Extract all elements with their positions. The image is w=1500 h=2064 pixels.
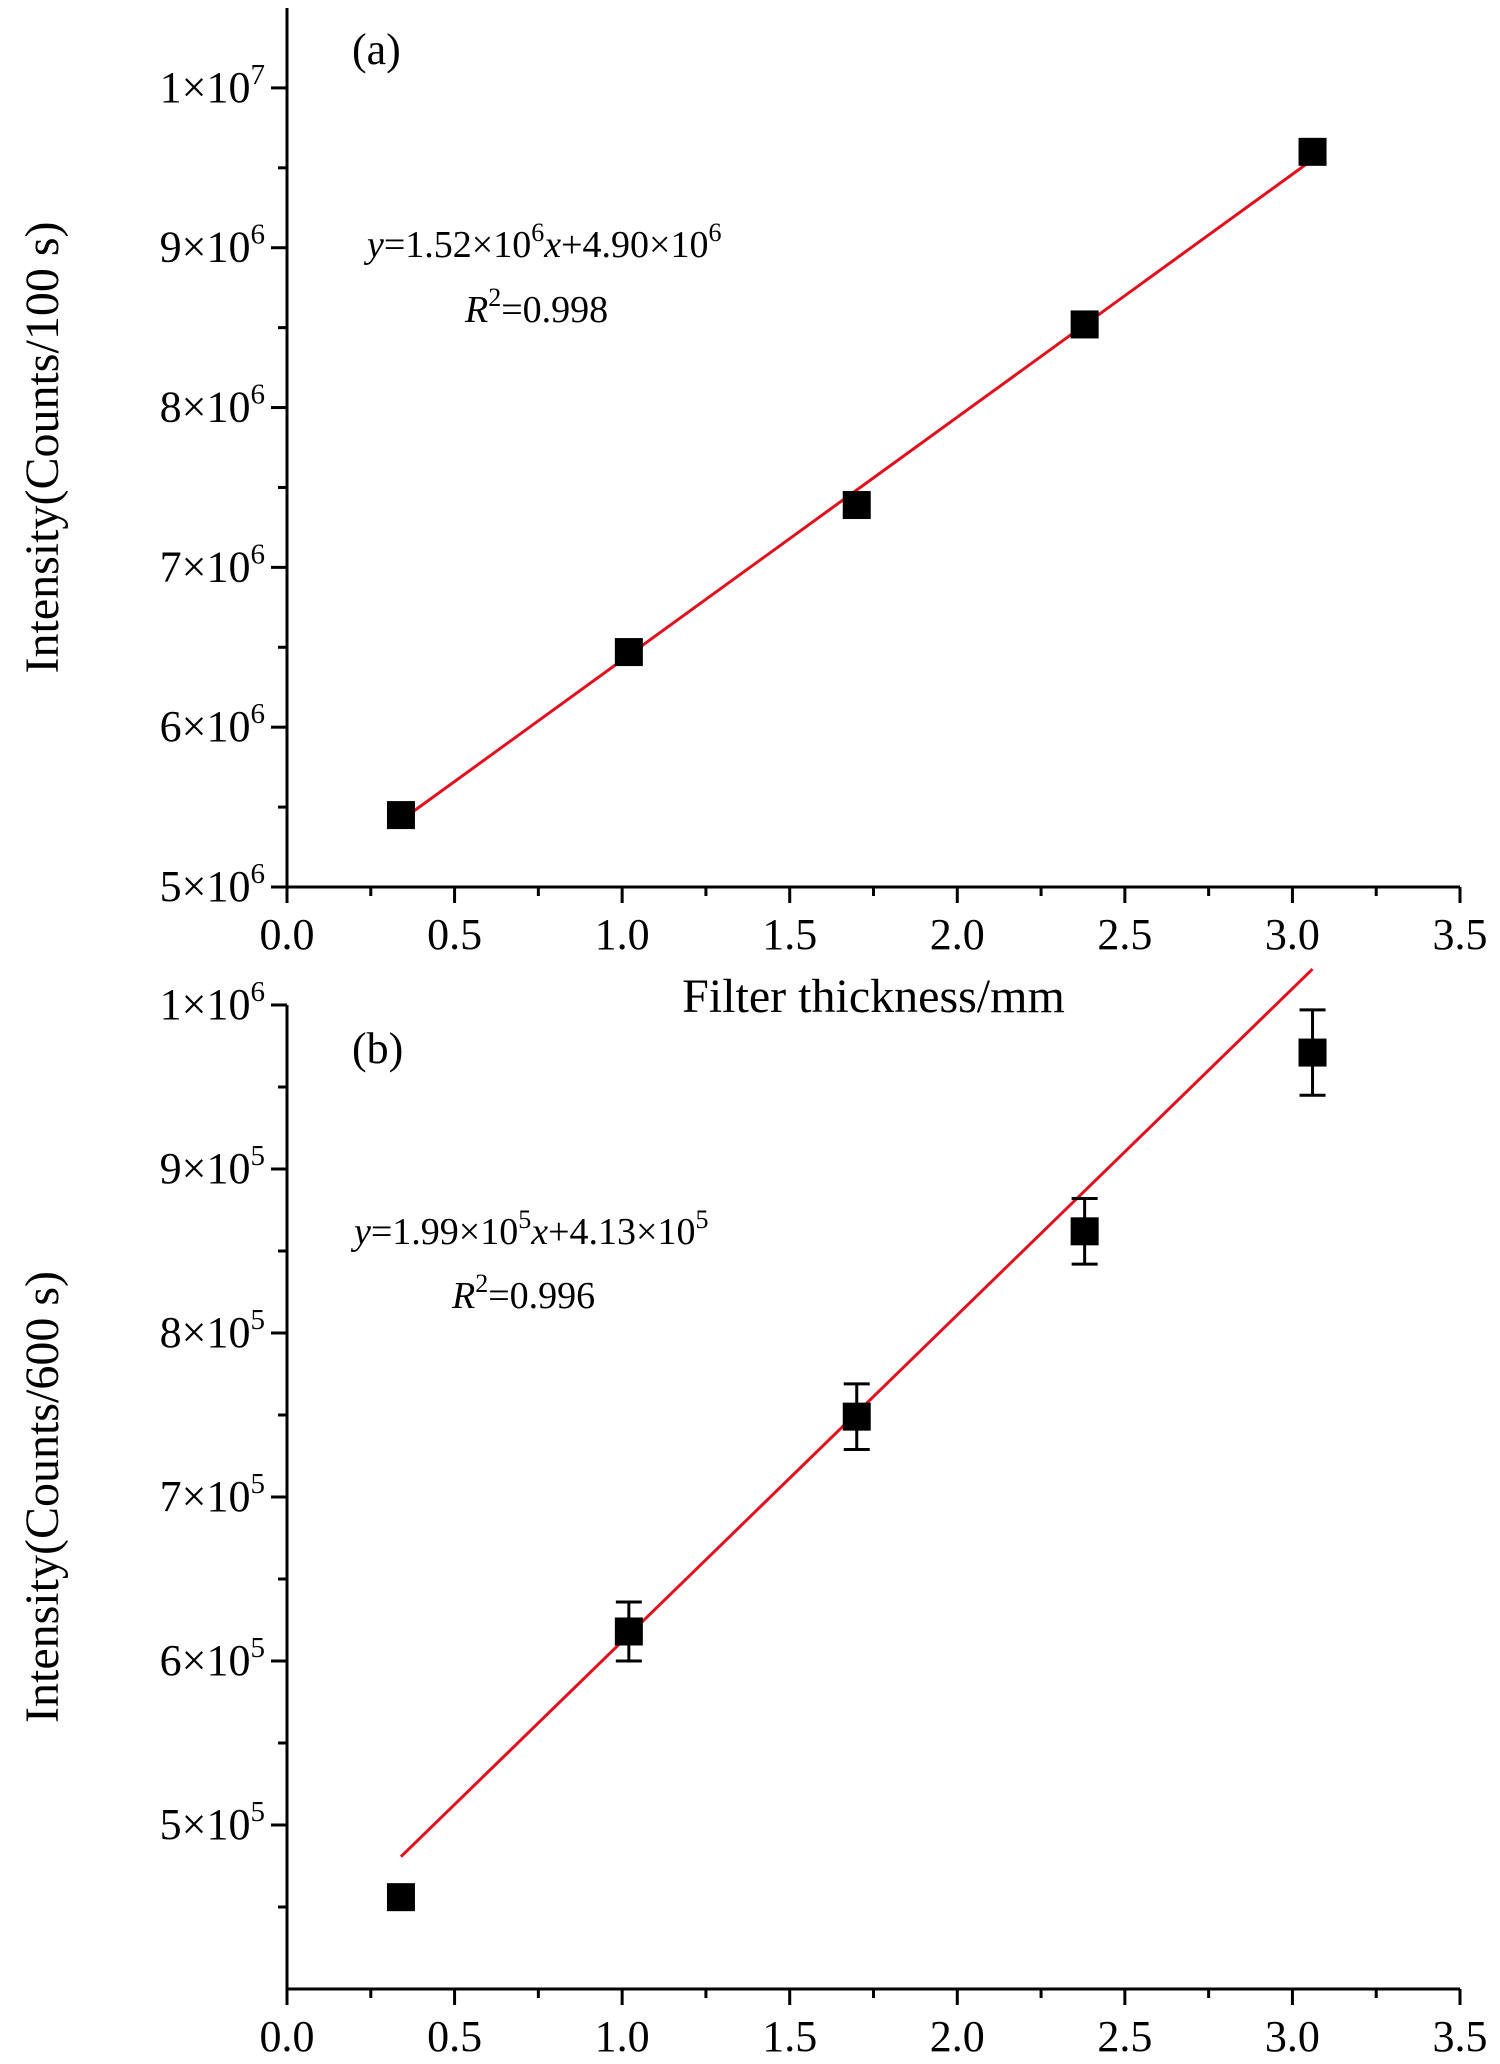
r-squared: R2=0.996	[451, 1269, 595, 1317]
r-squared: R2=0.998	[464, 283, 608, 331]
x-tick-label: 0.5	[427, 2012, 482, 2061]
data-point	[842, 1402, 871, 1431]
y-tick-mantissa: 5×10	[160, 862, 251, 911]
eq-intercept: +4.13×10	[548, 1211, 695, 1253]
y-tick-mantissa: 6×10	[160, 702, 251, 751]
chart-panel-b: 0.0 0.5 1.0 1.5 2.0 2.5 3.0 3.55×1056×1057×1058…	[16, 967, 1488, 2061]
y-tick-mantissa: 5×10	[160, 1800, 251, 1849]
eq-x-var: x	[530, 1211, 548, 1253]
y-tick-exponent: 5	[251, 1796, 266, 1828]
eq-x-var: x	[543, 224, 561, 266]
panel-label: (b)	[352, 1024, 403, 1073]
data-point	[1070, 310, 1099, 339]
y-tick-exponent: 5	[251, 1468, 266, 1500]
r2-var: R	[451, 1275, 475, 1317]
r2-value: =0.996	[488, 1275, 595, 1317]
data-point	[1298, 1038, 1327, 1067]
panel-label: (a)	[352, 25, 401, 74]
eq-y-var: y	[350, 1211, 371, 1253]
y-tick-exponent: 6	[251, 858, 266, 890]
x-tick-label: 0.5	[427, 910, 482, 959]
data-point	[386, 801, 415, 830]
y-tick-exponent: 5	[251, 1140, 266, 1172]
x-tick-label: 3.0	[1265, 2012, 1320, 2061]
r2-exponent: 2	[475, 1269, 488, 1298]
data-point	[1298, 137, 1327, 166]
y-tick-exponent: 6	[251, 976, 266, 1008]
y-tick-label: 5×105	[160, 1796, 265, 1849]
eq-exponent: 5	[696, 1205, 709, 1234]
y-tick-label: 8×106	[160, 379, 265, 432]
y-axis-title: Intensity(Counts/100 s)	[16, 222, 69, 674]
eq-intercept: +4.90×10	[561, 224, 708, 266]
x-tick-label: 0.0	[260, 910, 315, 959]
y-tick-mantissa: 7×10	[160, 1472, 251, 1521]
y-tick-label: 7×106	[160, 538, 265, 591]
y-tick-label: 7×105	[160, 1468, 265, 1521]
y-tick-exponent: 6	[251, 379, 266, 411]
eq-exponent: 6	[531, 218, 544, 247]
x-tick-label: 1.0	[595, 910, 650, 959]
y-tick-label: 9×105	[160, 1140, 265, 1193]
y-tick-label: 5×106	[160, 858, 265, 911]
x-tick-label: 2.5	[1097, 910, 1152, 959]
x-tick-label: 2.0	[930, 910, 985, 959]
x-tick-label: 1.5	[762, 910, 817, 959]
x-tick-label: 2.5	[1097, 2012, 1152, 2061]
y-tick-exponent: 6	[251, 698, 266, 730]
y-tick-exponent: 5	[251, 1632, 266, 1664]
y-tick-mantissa: 8×10	[160, 383, 251, 432]
y-tick-exponent: 6	[251, 538, 266, 570]
eq-slope: =1.52×10	[384, 224, 531, 266]
x-tick-label: 3.5	[1433, 910, 1488, 959]
y-tick-exponent: 6	[251, 219, 266, 251]
eq-y-var: y	[363, 224, 384, 266]
data-point	[614, 638, 643, 667]
fit-equation: y=1.99×105x+4.13×105	[350, 1205, 709, 1253]
x-tick-label: 2.0	[930, 2012, 985, 2061]
y-tick-mantissa: 9×10	[160, 1144, 251, 1193]
x-tick-label: 1.0	[595, 2012, 650, 2061]
data-point	[842, 491, 871, 520]
data-point	[614, 1617, 643, 1646]
y-tick-mantissa: 1×10	[160, 980, 251, 1029]
y-tick-mantissa: 8×10	[160, 1308, 251, 1357]
data-point	[1070, 1217, 1099, 1246]
eq-exponent: 6	[709, 218, 722, 247]
eq-slope: =1.99×10	[371, 1211, 518, 1253]
x-tick-label: 0.0	[260, 2012, 315, 2061]
chart-panel-a: 0.0 0.5 1.0 1.5 2.0 2.5 3.0 3.55×1066×1067×1068…	[16, 8, 1488, 1023]
fit-equation: y=1.52×106x+4.90×106	[363, 218, 722, 266]
y-tick-mantissa: 1×10	[160, 63, 251, 112]
y-tick-mantissa: 6×10	[160, 1636, 251, 1685]
fit-line	[400, 158, 1314, 822]
data-point	[386, 1883, 415, 1912]
r2-var: R	[464, 289, 488, 331]
r2-value: =0.998	[501, 289, 608, 331]
x-tick-label: 3.0	[1265, 910, 1320, 959]
y-tick-label: 6×106	[160, 698, 265, 751]
x-axis-title: Filter thickness/mm	[682, 970, 1065, 1023]
y-tick-label: 8×105	[160, 1304, 265, 1357]
r2-exponent: 2	[488, 283, 501, 312]
y-tick-exponent: 7	[251, 59, 266, 91]
x-tick-label: 1.5	[762, 2012, 817, 2061]
y-tick-label: 1×107	[160, 59, 265, 112]
x-tick-label: 3.5	[1433, 2012, 1488, 2061]
y-tick-label: 1×106	[160, 976, 265, 1029]
y-axis-title: Intensity(Counts/600 s)	[16, 1271, 69, 1723]
y-tick-label: 9×106	[160, 219, 265, 272]
eq-exponent: 5	[518, 1205, 531, 1234]
y-tick-exponent: 5	[251, 1304, 266, 1336]
y-tick-mantissa: 7×10	[160, 542, 251, 591]
y-tick-label: 6×105	[160, 1632, 265, 1685]
y-tick-mantissa: 9×10	[160, 223, 251, 272]
